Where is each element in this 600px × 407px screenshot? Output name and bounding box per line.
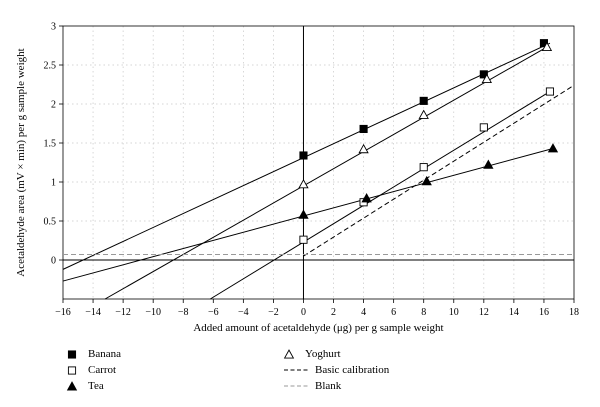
x-tick-label: 6 (391, 307, 396, 318)
legend-label: Tea (88, 380, 104, 392)
carrot-point (419, 163, 428, 172)
banana-point (419, 96, 428, 105)
y-tick-label: 3 (51, 22, 56, 33)
banana-point (359, 124, 368, 134)
y-tick-label: 0 (51, 256, 56, 267)
legend-swatch-blank (284, 385, 308, 387)
legend-marker-sample (66, 381, 78, 391)
banana-point (479, 70, 488, 79)
yoghurt-point (418, 109, 429, 119)
x-tick-label: −10 (145, 307, 161, 318)
series-markers (298, 39, 559, 244)
x-tick-label: −4 (238, 307, 249, 318)
x-tick-label: −16 (55, 307, 71, 318)
x-tick-label: 0 (301, 307, 306, 318)
y-tick-label: 0.5 (44, 217, 57, 228)
tea-fit-line (62, 147, 554, 282)
y-tick-label: 2 (51, 100, 56, 111)
x-tick-label: 12 (479, 307, 489, 318)
legend-swatch-carrot (67, 366, 77, 375)
x-tick-label: −14 (85, 307, 101, 318)
y-axis-label: Acetaldehyde area (mV × min) per g sampl… (15, 48, 27, 276)
x-axis-label: Added amount of acetaldehyde (μg) per g … (193, 322, 443, 334)
legend-label: Banana (88, 348, 121, 360)
legend-marker-sample (67, 350, 77, 359)
x-tick-label: −12 (115, 307, 131, 318)
tea-point (547, 143, 559, 153)
yoghurt-point (358, 143, 369, 154)
tea-point (421, 175, 432, 186)
legend-swatch-yoghurt (283, 349, 295, 359)
x-tick-label: −6 (208, 307, 219, 318)
x-tick-label: 2 (331, 307, 336, 318)
tea-point (298, 209, 309, 219)
plot-area-frame (62, 25, 575, 300)
legend-label: Blank (315, 380, 342, 392)
carrot-point (545, 87, 555, 96)
tea-point (483, 159, 494, 169)
y-tick-label: 1 (51, 178, 56, 189)
x-tick-label: 16 (539, 307, 549, 318)
y-axis-ticks: 0 0.5 1 1.5 2 2.5 3 (44, 22, 63, 267)
legend-swatch-banana (67, 350, 77, 359)
x-tick-label: 4 (361, 307, 366, 318)
x-axis-ticks: −16 −14 −12 −10 −8 −6 −4 −2 0 2 4 6 8 10 12 14 16 18 (55, 299, 579, 318)
legend-label: Basic calibration (315, 364, 390, 376)
x-tick-label: 8 (421, 307, 426, 318)
x-tick-label: 18 (569, 307, 579, 318)
y-tick-label: 2.5 (44, 61, 57, 72)
yoghurt-point (541, 41, 553, 52)
legend-label: Carrot (88, 364, 117, 376)
legend-marker-sample (67, 366, 77, 375)
grid (63, 26, 574, 299)
yoghurt-point (481, 73, 492, 84)
legend-swatch-tea (66, 381, 78, 391)
x-tick-label: −2 (268, 307, 279, 318)
x-tick-label: 14 (509, 307, 519, 318)
yoghurt-fit-line (104, 46, 548, 300)
series-lines (62, 42, 575, 300)
banana-point (299, 151, 308, 160)
zero-axes (63, 26, 574, 299)
tea-point (361, 193, 372, 203)
legend-marker-sample (283, 349, 295, 359)
carrot-point (299, 235, 308, 244)
y-tick-label: 1.5 (44, 139, 57, 150)
legend-label: Yoghurt (305, 348, 341, 360)
yoghurt-point (298, 179, 309, 189)
legend-swatch-basic-calibration (284, 369, 308, 371)
basic-calibration-line (303, 84, 575, 257)
carrot-point (479, 123, 488, 132)
x-tick-label: 10 (449, 307, 459, 318)
x-tick-label: −8 (178, 307, 189, 318)
